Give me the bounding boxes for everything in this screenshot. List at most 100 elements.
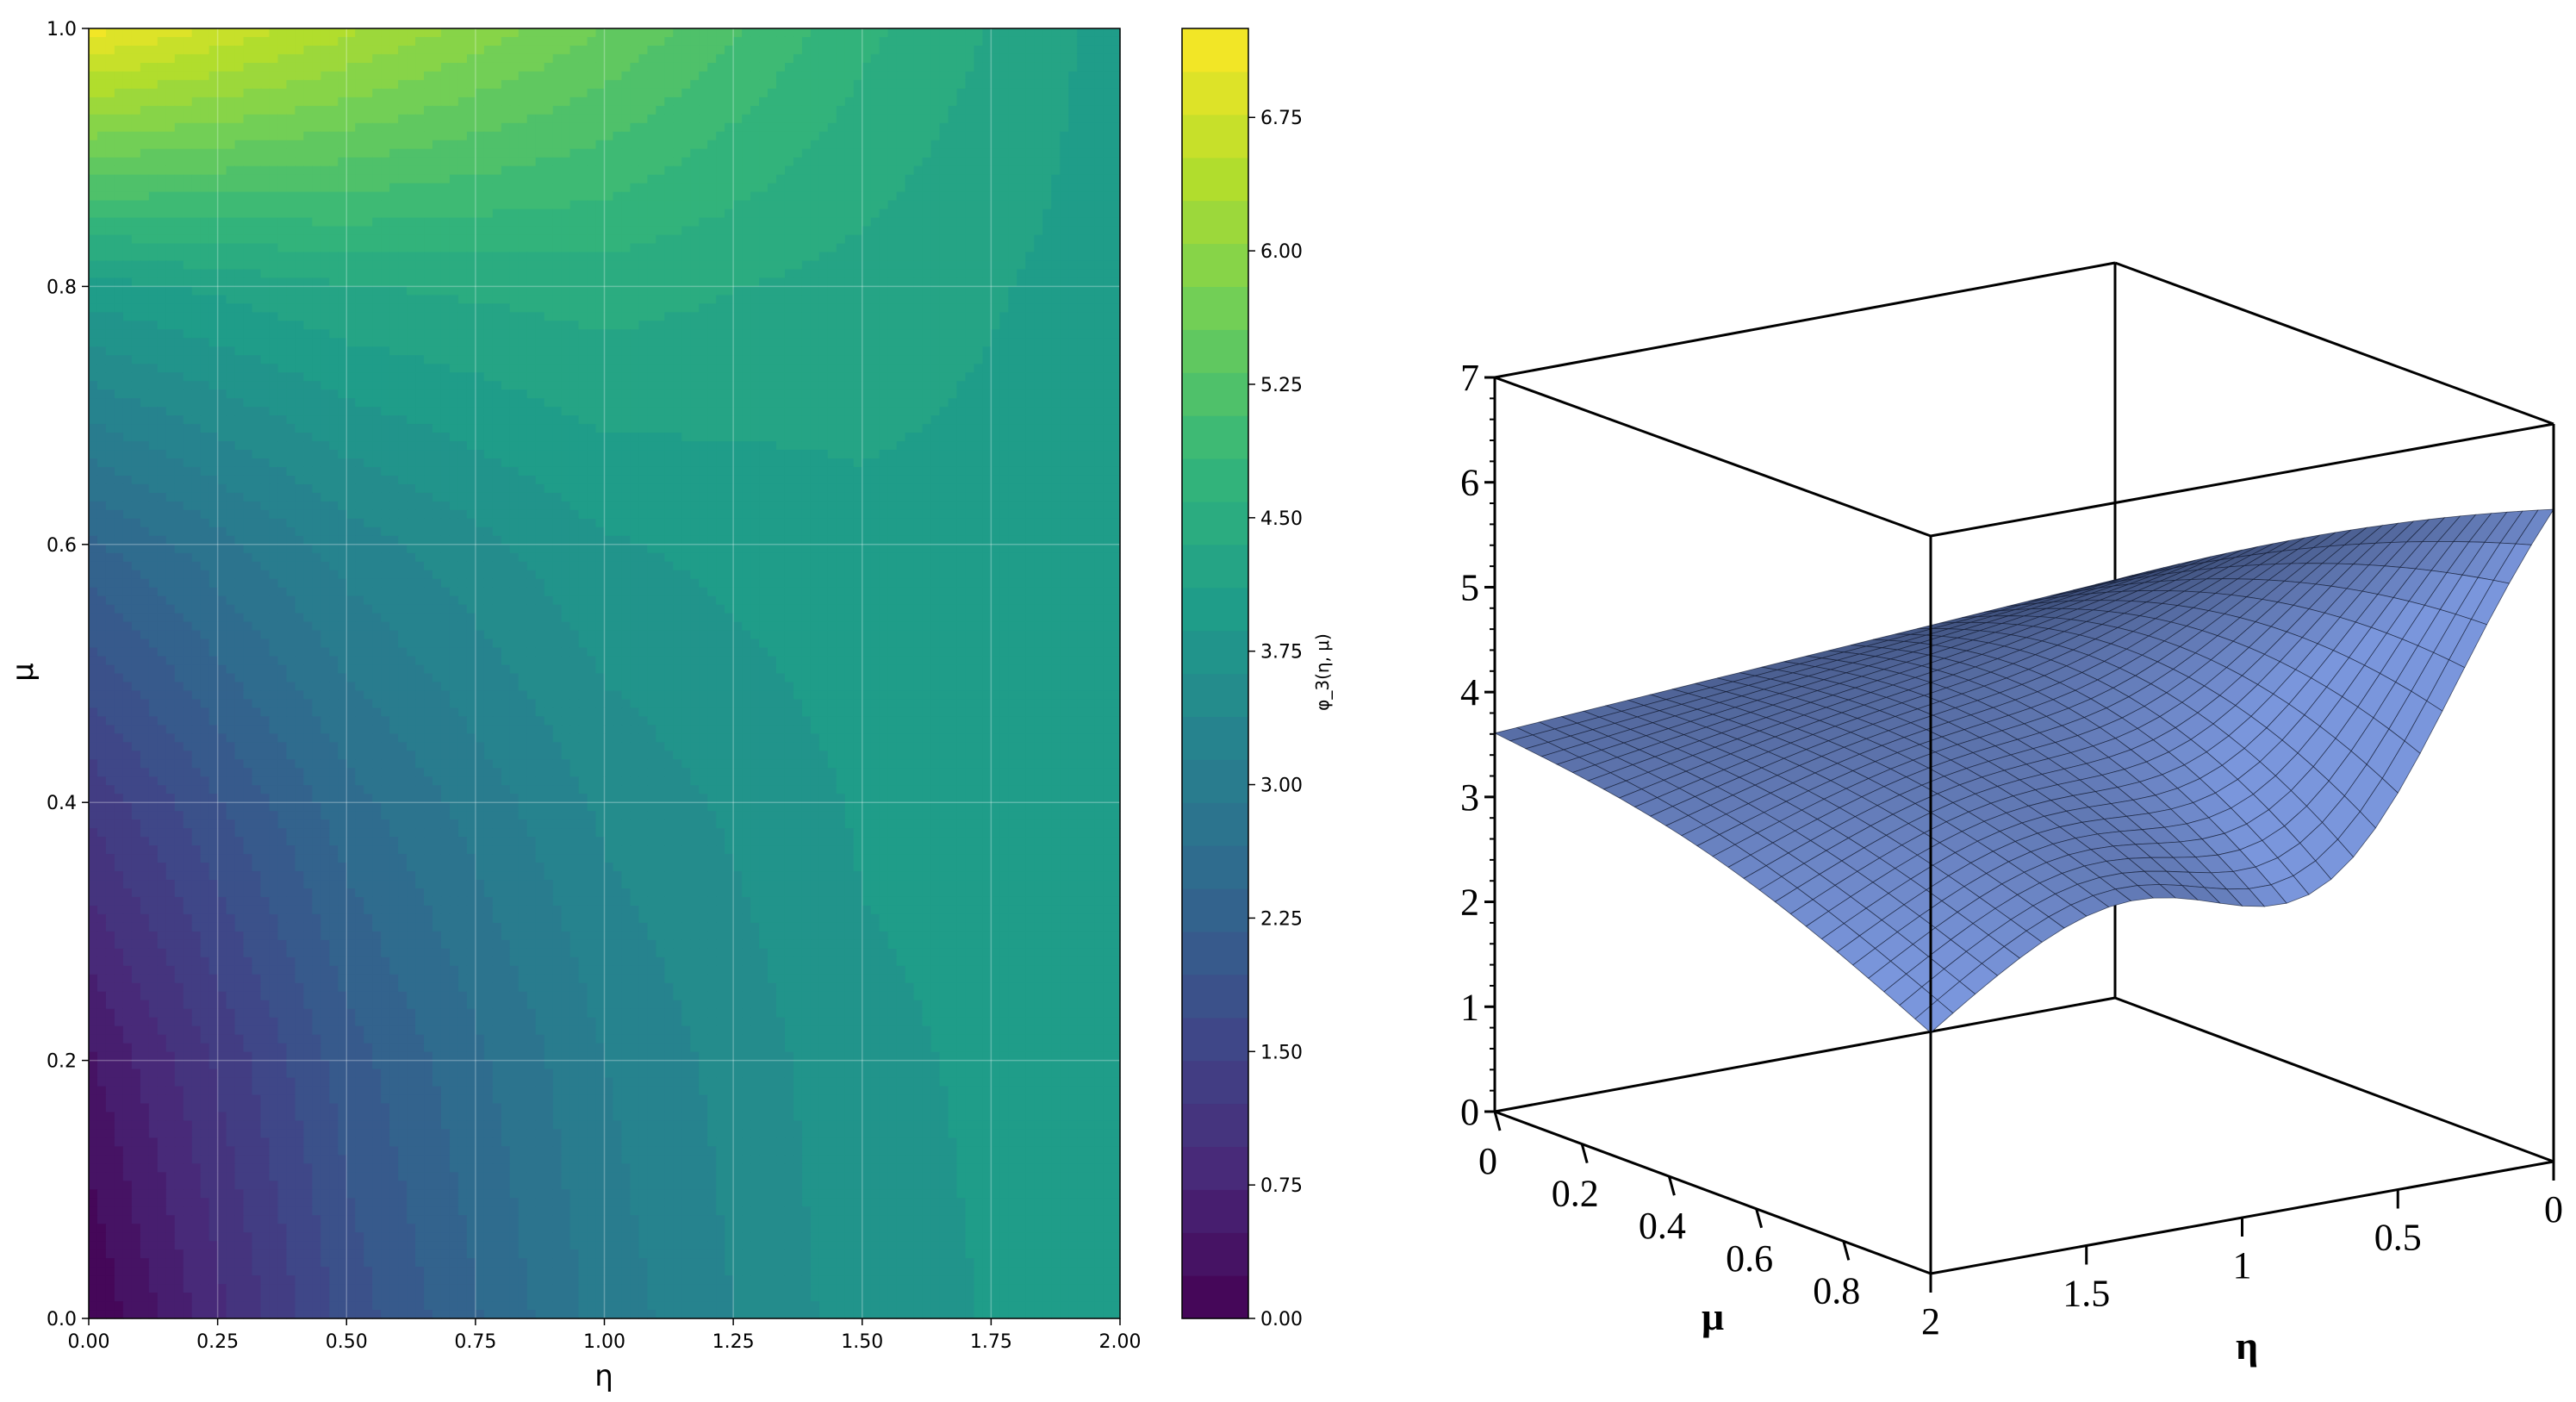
- contour-cell: [999, 62, 1009, 72]
- contour-cell: [320, 140, 330, 150]
- contour-cell: [183, 36, 193, 47]
- contour-cell: [260, 140, 271, 150]
- contour-cell: [793, 260, 803, 271]
- contour-cell: [140, 295, 150, 304]
- contour-cell: [338, 88, 347, 98]
- contour-cell: [913, 295, 924, 304]
- contour-cell: [105, 71, 115, 81]
- contour-cell: [742, 217, 751, 227]
- contour-cell: [552, 338, 563, 347]
- contour-cell: [234, 165, 245, 176]
- contour-cell: [793, 234, 803, 245]
- contour-cell: [578, 28, 588, 38]
- contour-cell: [870, 226, 880, 236]
- contour-cell: [415, 157, 425, 167]
- contour-cell: [122, 312, 133, 321]
- contour-cell: [1094, 183, 1104, 193]
- contour-cell: [690, 79, 700, 90]
- contour-cell: [140, 97, 150, 107]
- contour-cell: [286, 97, 296, 107]
- contour-cell: [1094, 269, 1104, 279]
- contour-cell: [1068, 260, 1078, 271]
- contour-cell: [733, 295, 743, 304]
- contour-cell: [638, 303, 648, 313]
- contour-cell: [844, 338, 855, 347]
- contour-cell: [338, 243, 347, 253]
- contour-cell: [1111, 36, 1121, 47]
- contour-cell: [750, 131, 760, 141]
- contour-cell: [157, 114, 167, 124]
- contour-cell: [630, 355, 639, 365]
- contour-cell: [638, 364, 648, 373]
- contour-cell: [526, 71, 537, 81]
- contour-cell: [466, 28, 476, 38]
- contour-cell: [552, 252, 563, 262]
- contour-cell: [191, 140, 202, 150]
- contour-cell: [355, 286, 364, 296]
- contour-cell: [277, 105, 288, 115]
- contour-cell: [673, 71, 682, 81]
- contour-cell: [475, 252, 485, 262]
- contour-cell: [939, 295, 949, 304]
- contour-cell: [776, 97, 786, 107]
- contour-cell: [844, 53, 855, 64]
- contour-cell: [647, 131, 656, 141]
- contour-cell: [776, 372, 786, 382]
- contour-cell: [827, 36, 837, 47]
- contour-cell: [286, 295, 296, 304]
- contour-cell: [312, 260, 321, 271]
- contour-cell: [759, 312, 768, 321]
- contour-cell: [440, 372, 451, 382]
- contour-cell: [174, 217, 184, 227]
- contour-cell: [879, 226, 889, 236]
- contour-cell: [131, 71, 141, 81]
- contour-cell: [226, 269, 236, 279]
- contour-cell: [1103, 62, 1112, 72]
- contour-cell: [896, 97, 906, 107]
- contour-cell: [1051, 191, 1061, 202]
- contour-cell: [587, 321, 597, 330]
- contour-cell: [1017, 165, 1026, 176]
- contour-cell: [1025, 312, 1035, 321]
- contour-cell: [982, 243, 992, 253]
- contour-cell: [269, 36, 279, 47]
- contour-cell: [725, 71, 734, 81]
- contour-cell: [991, 243, 1000, 253]
- contour-cell: [509, 277, 520, 287]
- contour-cell: [552, 355, 563, 365]
- contour-cell: [707, 260, 717, 271]
- contour-cell: [303, 364, 313, 373]
- contour-cell: [853, 321, 863, 330]
- contour-cell: [905, 295, 915, 304]
- contour-cell: [999, 165, 1009, 176]
- contour-cell: [776, 148, 786, 159]
- contour-cell: [329, 114, 339, 124]
- contour-cell: [269, 200, 279, 210]
- contour-cell: [613, 243, 623, 253]
- contour-cell: [200, 79, 210, 90]
- contour-cell: [768, 252, 777, 262]
- contour-cell: [260, 148, 271, 159]
- contour-cell: [1008, 105, 1017, 115]
- contour-cell: [604, 364, 614, 373]
- contour-cell: [174, 364, 184, 373]
- contour-cell: [303, 381, 313, 390]
- contour-cell: [595, 226, 606, 236]
- contour-cell: [587, 183, 597, 193]
- contour-cell: [432, 364, 442, 373]
- contour-cell: [656, 165, 665, 176]
- contour-cell: [440, 338, 451, 347]
- contour-cell: [621, 209, 632, 219]
- contour-cell: [234, 312, 245, 321]
- contour-cell: [303, 234, 313, 245]
- contour-cell: [922, 200, 932, 210]
- contour-cell: [930, 355, 941, 365]
- contour-cell: [364, 88, 373, 98]
- contour-cell: [398, 372, 408, 382]
- contour-cell: [982, 28, 992, 38]
- contour-cell: [131, 157, 141, 167]
- contour-cell: [277, 122, 288, 133]
- contour-cell: [699, 209, 708, 219]
- contour-cell: [492, 165, 502, 176]
- contour-cell: [424, 312, 433, 321]
